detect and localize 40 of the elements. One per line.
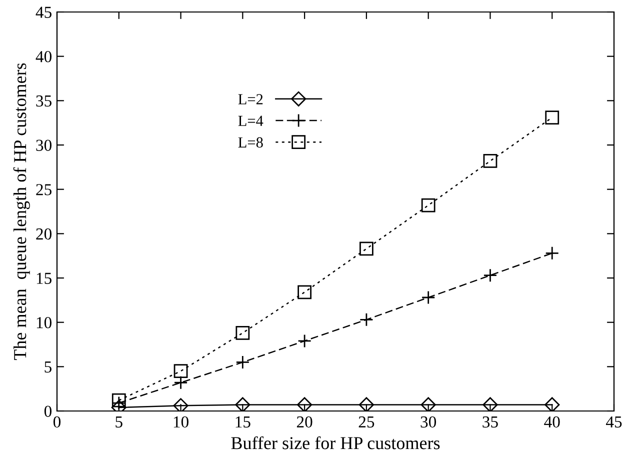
- x-tick-label: 0: [53, 416, 61, 428]
- point: [483, 154, 498, 168]
- y-tick-label: 30: [36, 140, 52, 151]
- point: [174, 364, 188, 378]
- point: [296, 397, 312, 411]
- y-tick-label: 15: [36, 272, 52, 284]
- point: [545, 110, 560, 124]
- point: [235, 397, 250, 411]
- x-tick-label: 25: [358, 416, 374, 428]
- x-tick-label: 15: [236, 416, 250, 428]
- point: [482, 397, 498, 411]
- legend-label: L=2: [238, 94, 263, 104]
- x-tick-label: 30: [420, 416, 436, 428]
- point: [173, 398, 188, 411]
- x-axis-title: Buffer size for HP customers: [231, 436, 440, 450]
- y-tick-label: 40: [36, 51, 52, 62]
- point: [421, 198, 436, 212]
- y-tick-label: 45: [36, 6, 52, 18]
- x-tick-label: 5: [116, 416, 122, 428]
- x-tick-label: 35: [482, 416, 498, 428]
- y-tick-label: 10: [36, 317, 52, 328]
- x-tick-label: 40: [544, 416, 560, 428]
- point: [236, 326, 250, 340]
- y-tick-label: 20: [36, 228, 52, 240]
- y-tick-label: 5: [44, 362, 52, 373]
- y-tick-label: 35: [36, 95, 52, 107]
- point: [298, 285, 312, 300]
- point: [360, 242, 374, 256]
- point: [544, 397, 560, 411]
- legend-label: L=8: [238, 137, 263, 148]
- point: [112, 393, 126, 408]
- y-tick-label: 0: [44, 406, 52, 417]
- x-tick-label: 20: [296, 416, 312, 428]
- x-tick-label: 10: [174, 416, 188, 428]
- point: [358, 397, 374, 411]
- y-axis-title: The mean queue length of HP customers: [13, 63, 30, 360]
- point: [420, 397, 436, 411]
- legend-label: L=4: [238, 116, 264, 126]
- y-tick-label: 25: [36, 184, 52, 196]
- x-tick-label: 45: [606, 416, 622, 428]
